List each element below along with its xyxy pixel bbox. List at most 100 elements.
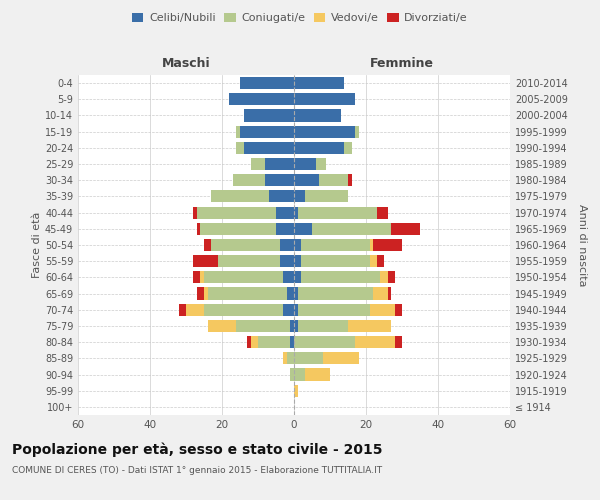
Bar xyxy=(240,77,294,89)
Bar xyxy=(294,320,298,332)
Bar xyxy=(290,368,294,380)
Bar xyxy=(370,304,395,316)
Bar xyxy=(204,239,211,251)
Bar xyxy=(298,206,377,218)
Bar xyxy=(294,126,355,138)
Bar xyxy=(280,239,294,251)
Bar xyxy=(204,304,283,316)
Bar xyxy=(301,255,370,268)
Bar xyxy=(298,320,348,332)
Text: COMUNE DI CERES (TO) - Dati ISTAT 1° gennaio 2015 - Elaborazione TUTTITALIA.IT: COMUNE DI CERES (TO) - Dati ISTAT 1° gen… xyxy=(12,466,382,475)
Bar xyxy=(355,126,359,138)
Bar xyxy=(305,368,330,380)
Bar xyxy=(179,304,186,316)
Bar xyxy=(251,158,265,170)
Bar xyxy=(380,272,388,283)
Bar xyxy=(294,142,344,154)
Bar xyxy=(294,384,298,397)
Bar xyxy=(294,239,301,251)
Bar xyxy=(283,352,287,364)
Bar xyxy=(247,336,251,348)
Bar xyxy=(283,304,294,316)
Bar xyxy=(348,320,391,332)
Bar xyxy=(294,222,312,235)
Bar xyxy=(218,255,280,268)
Legend: Celibi/Nubili, Coniugati/e, Vedovi/e, Divorziati/e: Celibi/Nubili, Coniugati/e, Vedovi/e, Di… xyxy=(128,8,472,28)
Bar xyxy=(391,222,420,235)
Bar xyxy=(244,110,294,122)
Bar xyxy=(294,158,316,170)
Bar xyxy=(316,158,326,170)
Bar xyxy=(208,320,236,332)
Bar xyxy=(294,352,323,364)
Bar xyxy=(240,126,294,138)
Bar xyxy=(269,190,294,202)
Bar xyxy=(377,206,388,218)
Bar xyxy=(283,272,294,283)
Bar xyxy=(204,288,208,300)
Bar xyxy=(236,142,244,154)
Bar xyxy=(229,93,294,106)
Bar xyxy=(287,288,294,300)
Bar xyxy=(294,336,355,348)
Bar xyxy=(276,206,294,218)
Bar xyxy=(211,190,269,202)
Bar xyxy=(208,288,287,300)
Bar xyxy=(305,190,348,202)
Text: Femmine: Femmine xyxy=(370,57,434,70)
Bar xyxy=(294,304,298,316)
Bar xyxy=(204,272,283,283)
Bar xyxy=(200,222,276,235)
Bar xyxy=(294,368,305,380)
Bar xyxy=(294,272,301,283)
Y-axis label: Fasce di età: Fasce di età xyxy=(32,212,42,278)
Bar xyxy=(373,288,388,300)
Bar xyxy=(193,206,197,218)
Bar xyxy=(301,272,380,283)
Bar xyxy=(287,352,294,364)
Bar xyxy=(388,272,395,283)
Bar xyxy=(294,110,341,122)
Bar xyxy=(344,142,352,154)
Bar xyxy=(377,255,384,268)
Bar xyxy=(298,288,373,300)
Bar xyxy=(280,255,294,268)
Bar xyxy=(193,255,218,268)
Bar xyxy=(319,174,348,186)
Bar xyxy=(395,304,402,316)
Bar xyxy=(197,288,204,300)
Bar xyxy=(265,158,294,170)
Bar xyxy=(244,142,294,154)
Bar xyxy=(301,239,370,251)
Text: Maschi: Maschi xyxy=(161,57,211,70)
Bar xyxy=(193,272,200,283)
Bar xyxy=(388,288,391,300)
Y-axis label: Anni di nascita: Anni di nascita xyxy=(577,204,587,286)
Bar xyxy=(236,126,240,138)
Bar xyxy=(395,336,402,348)
Bar xyxy=(211,239,280,251)
Bar xyxy=(265,174,294,186)
Bar xyxy=(294,190,305,202)
Bar xyxy=(294,288,298,300)
Bar xyxy=(355,336,395,348)
Bar xyxy=(323,352,359,364)
Bar xyxy=(294,255,301,268)
Text: Popolazione per età, sesso e stato civile - 2015: Popolazione per età, sesso e stato civil… xyxy=(12,442,383,457)
Bar xyxy=(197,222,200,235)
Bar xyxy=(186,304,204,316)
Bar xyxy=(370,255,377,268)
Bar xyxy=(233,174,265,186)
Bar xyxy=(236,320,290,332)
Bar xyxy=(197,206,276,218)
Bar xyxy=(373,239,402,251)
Bar xyxy=(200,272,204,283)
Bar xyxy=(258,336,290,348)
Bar xyxy=(294,93,355,106)
Bar xyxy=(276,222,294,235)
Bar xyxy=(294,174,319,186)
Bar xyxy=(294,206,298,218)
Bar xyxy=(290,336,294,348)
Bar xyxy=(294,77,344,89)
Bar xyxy=(348,174,352,186)
